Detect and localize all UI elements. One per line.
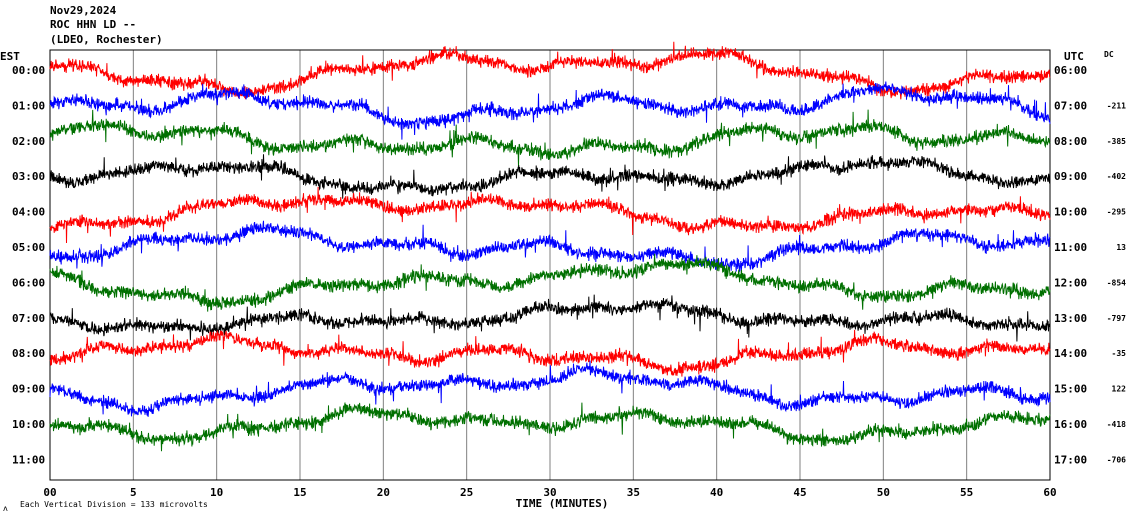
est-hour-label: 09:00 [12,383,45,396]
x-tick-label: 5 [130,486,137,499]
est-hour-label: 07:00 [12,312,45,325]
utc-hour-label: 12:00 [1054,276,1087,289]
axis-layer: EST UTC DC 00:00 01:00 02:00 03:00 04:00 05:00 06… [0,50,1126,510]
corner-mark: ʌ [3,504,8,513]
dc-label: DC [1104,50,1114,59]
est-hour-label: 04:00 [12,206,45,219]
dc-offset-label: -797 [1107,314,1126,323]
dc-offset-label: -402 [1107,172,1126,181]
utc-hour-label: 15:00 [1054,383,1087,396]
trace-0800 [49,329,1051,377]
trace-0900 [49,360,1051,417]
utc-hour-label: 13:00 [1054,312,1087,325]
dc-offset-label: 122 [1112,385,1127,394]
x-tick-label: 60 [1043,486,1056,499]
station-code: ROC HHN LD -- [50,18,137,31]
est-hour-label: 11:00 [12,453,45,466]
trace-0100 [49,81,1051,140]
est-hour-label: 05:00 [12,241,45,254]
utc-hour-label: 11:00 [1054,241,1087,254]
utc-hour-label: 14:00 [1054,347,1087,360]
x-tick-label: 50 [877,486,890,499]
dc-offset-label: -854 [1107,278,1126,287]
dc-offset-label: -35 [1112,349,1127,358]
trace-0400 [49,186,1051,244]
utc-hour-label: 06:00 [1054,64,1087,77]
trace-0200 [49,109,1051,167]
dc-offset-label: -211 [1107,101,1126,110]
utc-hour-label: 07:00 [1054,99,1087,112]
utc-hour-label: 09:00 [1054,170,1087,183]
est-hour-label: 03:00 [12,170,45,183]
est-hour-label: 02:00 [12,135,45,148]
trace-0700 [49,294,1051,342]
est-hour-label: 00:00 [12,64,45,77]
scale-note: Each Vertical Division = 133 microvolts [20,500,208,509]
utc-axis-label: UTC [1064,50,1084,63]
x-tick-label: 55 [960,486,973,499]
est-hour-label: 06:00 [12,276,45,289]
x-tick-label: 15 [293,486,306,499]
est-hour-label: 01:00 [12,99,45,112]
dc-offset-label: -295 [1107,208,1126,217]
dc-offset-label: -706 [1107,455,1126,464]
x-tick-label: 45 [793,486,806,499]
trace-0500 [49,220,1051,272]
est-hour-label: 10:00 [12,418,45,431]
plot-frame [49,49,1051,481]
est-axis-label: EST [0,50,20,63]
dc-offset-label: -418 [1107,420,1126,429]
x-tick-label: 20 [377,486,390,499]
x-tick-label: 00 [43,486,56,499]
trace-0600 [49,253,1051,312]
x-tick-label: 10 [210,486,223,499]
trace-1000 [49,402,1051,452]
x-tick-label: 35 [627,486,640,499]
dc-offset-label: -385 [1107,137,1126,146]
trace-0300 [49,154,1051,199]
utc-hour-label: 08:00 [1054,135,1087,148]
utc-hour-label: 16:00 [1054,418,1087,431]
x-tick-label: 25 [460,486,473,499]
dc-offset-label: 13 [1116,243,1126,252]
trace-layer [49,41,1051,452]
network-name: (LDEO, Rochester) [50,33,163,46]
utc-hour-label: 17:00 [1054,453,1087,466]
est-hour-label: 08:00 [12,347,45,360]
x-tick-label: 30 [543,486,556,499]
plot-date: Nov29,2024 [50,4,117,17]
x-tick-label: 40 [710,486,723,499]
x-axis-label: TIME (MINUTES) [516,497,609,510]
utc-hour-label: 10:00 [1054,206,1087,219]
